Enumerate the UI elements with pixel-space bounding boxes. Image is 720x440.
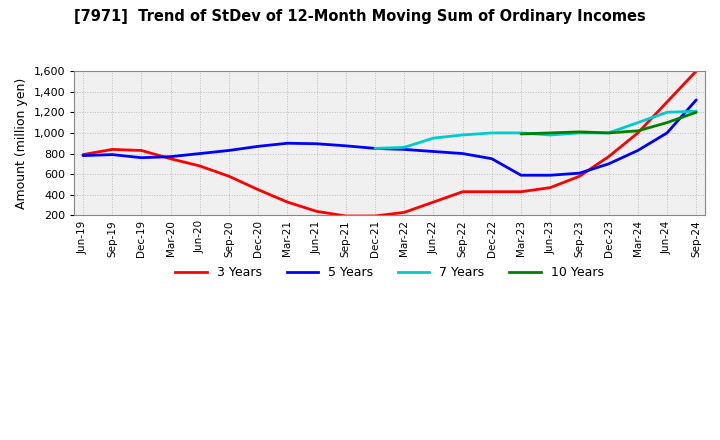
Y-axis label: Amount (million yen): Amount (million yen)	[15, 77, 28, 209]
Legend: 3 Years, 5 Years, 7 Years, 10 Years: 3 Years, 5 Years, 7 Years, 10 Years	[171, 261, 608, 284]
Text: [7971]  Trend of StDev of 12-Month Moving Sum of Ordinary Incomes: [7971] Trend of StDev of 12-Month Moving…	[74, 9, 646, 24]
